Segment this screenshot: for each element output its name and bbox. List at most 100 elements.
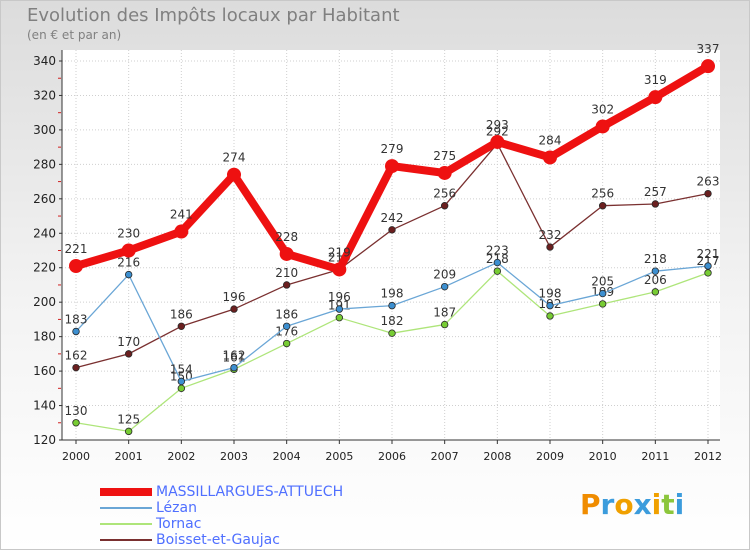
data-point [595, 119, 610, 134]
data-label: 274 [223, 151, 246, 165]
data-label: 230 [117, 227, 140, 241]
y-tick-label: 180 [33, 330, 56, 344]
data-label: 186 [170, 307, 193, 321]
logo-letter: r [600, 488, 615, 521]
legend-item: Lézan [100, 500, 343, 516]
x-tick-label: 2007 [431, 450, 459, 463]
legend-label: Boisset-et-Gaujac [156, 532, 280, 548]
data-label: 263 [697, 175, 720, 189]
data-point [72, 363, 80, 372]
data-point [121, 243, 136, 258]
data-point [124, 270, 133, 279]
plot-area [62, 50, 720, 440]
data-point [282, 281, 291, 289]
data-point [177, 384, 186, 393]
data-label: 319 [644, 73, 667, 87]
data-point [388, 226, 396, 234]
data-point [701, 59, 715, 74]
data-label: 161 [223, 350, 246, 364]
data-label: 256 [433, 187, 456, 201]
y-tick-label: 220 [33, 261, 56, 275]
data-point [598, 289, 607, 298]
data-point [282, 322, 291, 330]
logo-letter: o [614, 488, 634, 521]
y-tick-label: 160 [33, 364, 56, 378]
legend-item: Tornac [100, 516, 343, 532]
data-label: 216 [117, 256, 140, 270]
data-label: 241 [170, 208, 193, 222]
legend-swatch [100, 507, 152, 509]
data-point [651, 200, 660, 208]
data-point [388, 301, 396, 310]
x-tick-label: 2008 [483, 450, 511, 463]
data-label: 217 [697, 254, 720, 268]
data-point [335, 313, 344, 322]
data-point [704, 269, 712, 277]
x-tick-label: 2000 [62, 450, 90, 463]
data-point [648, 90, 663, 105]
data-label: 292 [486, 125, 509, 139]
logo-letter: x [633, 488, 652, 521]
data-label: 275 [433, 149, 456, 163]
legend-item: MASSILLARGUES-ATTUECH [100, 484, 343, 500]
data-point [282, 339, 291, 348]
x-tick-label: 2006 [378, 450, 406, 463]
data-label: 198 [381, 287, 404, 301]
data-point [72, 419, 80, 427]
logo-letter: t [661, 488, 675, 521]
data-label: 186 [275, 307, 298, 321]
data-label: 232 [539, 228, 562, 242]
data-label: 209 [433, 268, 456, 282]
data-point [230, 363, 238, 372]
data-point [335, 305, 344, 313]
data-label: 170 [117, 335, 140, 349]
data-point [546, 243, 554, 251]
data-label: 210 [275, 266, 298, 280]
y-tick-label: 120 [33, 433, 56, 447]
y-tick-label: 340 [33, 54, 56, 68]
data-label: 302 [591, 102, 614, 116]
data-point [704, 262, 712, 270]
y-tick-label: 140 [33, 399, 56, 413]
legend-swatch [100, 523, 152, 525]
data-point [385, 159, 399, 174]
data-point [440, 320, 449, 329]
data-point [490, 134, 505, 149]
data-point [598, 202, 607, 210]
data-point [440, 282, 449, 291]
y-tick-label: 300 [33, 123, 56, 137]
data-point [174, 224, 189, 239]
x-tick-label: 2009 [536, 450, 564, 463]
chart-title: Evolution des Impôts locaux par Habitant [27, 5, 400, 26]
x-tick-label: 2001 [115, 450, 143, 463]
data-point [493, 258, 502, 267]
data-label: 182 [381, 314, 404, 328]
data-point [546, 312, 554, 320]
data-point [177, 377, 186, 386]
data-label: 183 [65, 312, 88, 326]
data-label: 293 [486, 118, 509, 132]
logo-letter: P [580, 488, 601, 521]
x-tick-label: 2005 [325, 450, 353, 463]
legend-swatch [100, 488, 152, 496]
data-point [388, 329, 396, 337]
data-label: 257 [644, 185, 667, 199]
data-point [177, 322, 186, 330]
x-tick-label: 2012 [694, 450, 722, 463]
y-tick-label: 320 [33, 88, 56, 102]
data-label: 162 [223, 349, 246, 363]
data-point [546, 301, 554, 310]
data-label: 176 [275, 325, 298, 339]
data-point [493, 267, 502, 275]
data-label: 196 [223, 290, 246, 304]
data-point [279, 246, 294, 261]
data-label: 223 [486, 244, 509, 258]
y-tick-label: 200 [33, 295, 56, 309]
data-point [227, 167, 241, 182]
data-point [440, 202, 449, 210]
data-label: 221 [697, 247, 720, 261]
data-label: 337 [697, 42, 720, 56]
legend-swatch [100, 539, 152, 541]
data-label: 130 [65, 404, 88, 418]
